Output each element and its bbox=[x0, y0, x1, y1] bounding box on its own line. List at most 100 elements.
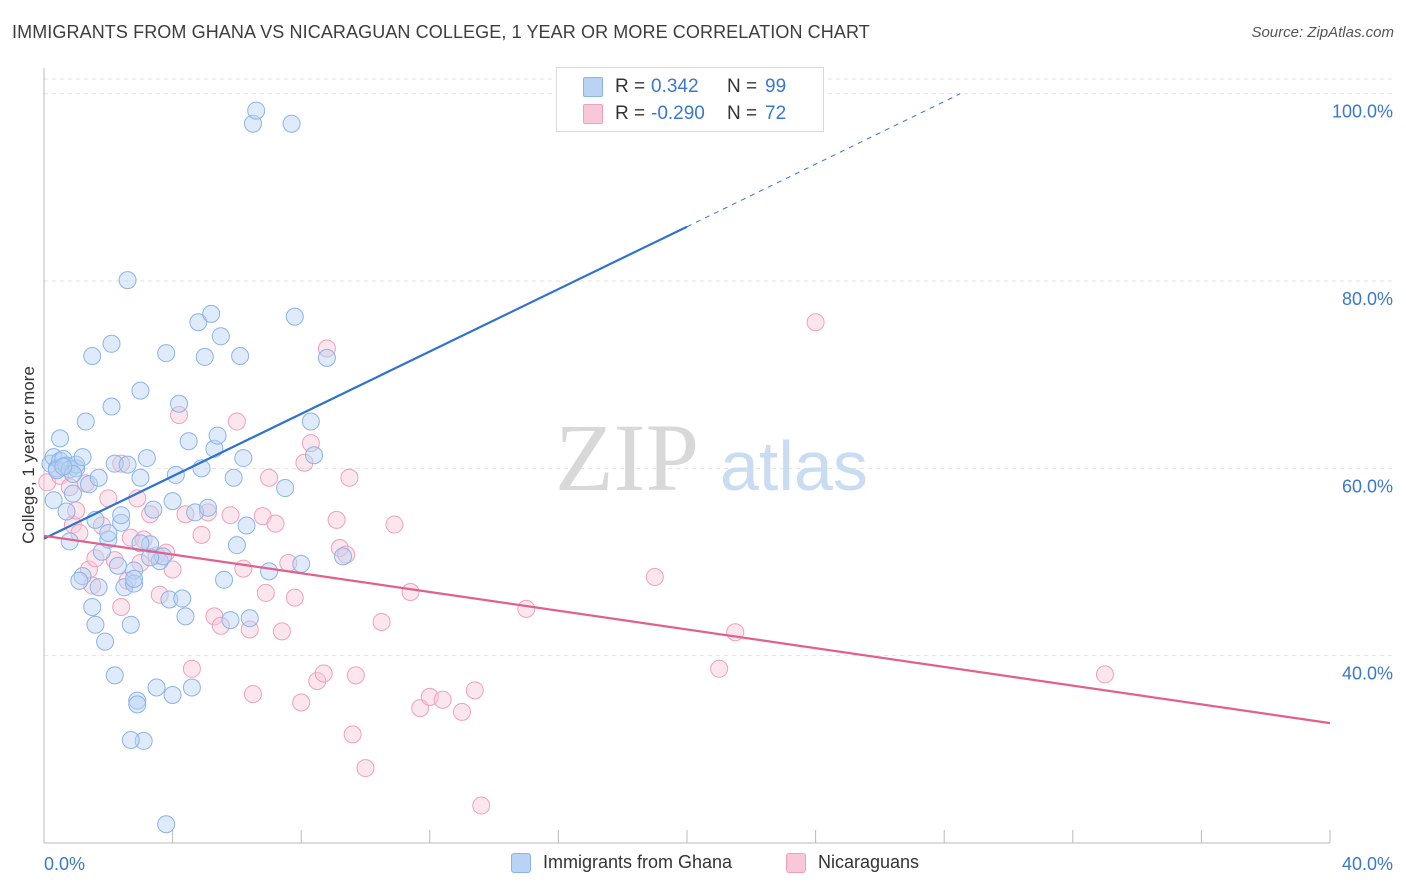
data-point-ghana bbox=[121, 730, 140, 749]
legend-row-nicaraguans: R = -0.290 N = 72 bbox=[557, 101, 786, 127]
data-point-nicaraguans bbox=[301, 434, 320, 453]
series-nicaraguans-points bbox=[38, 313, 1114, 815]
data-point-nicaraguans bbox=[1095, 665, 1114, 684]
tick-labels: 40.0% 60.0% 80.0% 100.0% 0.0% 40.0% bbox=[44, 102, 1393, 874]
data-point-nicaraguans bbox=[266, 514, 285, 533]
data-point-nicaraguans bbox=[327, 510, 346, 529]
data-point-nicaraguans bbox=[192, 525, 211, 544]
data-point-nicaraguans bbox=[645, 568, 664, 587]
bottom-legend-label: Nicaraguans bbox=[818, 852, 920, 872]
data-point-ghana bbox=[76, 412, 95, 431]
data-point-ghana bbox=[118, 271, 137, 290]
data-point-ghana bbox=[227, 536, 246, 555]
data-point-nicaraguans bbox=[340, 468, 359, 487]
data-point-ghana bbox=[89, 468, 108, 487]
legend-swatch-blue bbox=[583, 77, 603, 97]
data-point-ghana bbox=[51, 429, 70, 448]
bottom-legend-label: Immigrants from Ghana bbox=[543, 852, 733, 872]
data-point-nicaraguans bbox=[806, 313, 825, 332]
data-point-ghana bbox=[237, 516, 256, 535]
data-point-ghana bbox=[179, 432, 198, 451]
data-point-ghana bbox=[83, 346, 102, 365]
data-point-nicaraguans bbox=[337, 545, 356, 564]
data-point-nicaraguans bbox=[105, 551, 124, 570]
data-point-nicaraguans bbox=[317, 339, 336, 358]
data-point-ghana bbox=[134, 731, 153, 750]
series-ghana-points bbox=[41, 101, 352, 834]
data-point-ghana bbox=[198, 498, 217, 517]
y-axis-label: College, 1 year or more bbox=[19, 366, 38, 544]
data-point-ghana bbox=[128, 691, 147, 710]
data-point-ghana bbox=[147, 678, 166, 697]
data-point-ghana bbox=[215, 570, 234, 589]
watermark-atlas: atlas bbox=[720, 427, 868, 505]
data-point-ghana bbox=[108, 556, 127, 575]
data-point-nicaraguans bbox=[314, 664, 333, 683]
data-point-ghana bbox=[292, 554, 311, 573]
data-point-ghana bbox=[105, 454, 124, 473]
data-point-ghana bbox=[157, 344, 176, 363]
data-point-ghana bbox=[121, 615, 140, 634]
data-point-nicaraguans bbox=[198, 503, 217, 522]
data-point-ghana bbox=[163, 492, 182, 511]
data-point-ghana bbox=[176, 607, 195, 626]
data-point-ghana bbox=[89, 578, 108, 597]
data-point-nicaraguans bbox=[452, 702, 471, 721]
data-point-nicaraguans bbox=[272, 622, 291, 641]
y-tick-label: 40.0% bbox=[1342, 664, 1393, 684]
legend-r-value: -0.290 bbox=[651, 103, 705, 124]
data-point-nicaraguans bbox=[292, 693, 311, 712]
y-tick-label: 100.0% bbox=[1332, 102, 1393, 122]
data-point-ghana bbox=[211, 327, 230, 346]
legend-n-value: 72 bbox=[765, 103, 787, 124]
legend-row-ghana: R = 0.342 N = 99 bbox=[557, 74, 786, 100]
data-point-nicaraguans bbox=[243, 685, 262, 704]
data-point-ghana bbox=[80, 475, 99, 494]
y-tick-label: 60.0% bbox=[1342, 476, 1393, 496]
data-point-ghana bbox=[125, 569, 144, 588]
data-point-ghana bbox=[105, 666, 124, 685]
data-point-ghana bbox=[305, 446, 324, 465]
data-point-ghana bbox=[208, 426, 227, 445]
data-point-ghana bbox=[86, 615, 105, 634]
data-point-nicaraguans bbox=[472, 796, 491, 815]
axes bbox=[43, 68, 1331, 844]
data-point-ghana bbox=[224, 468, 243, 487]
data-point-nicaraguans bbox=[221, 506, 240, 525]
legend-swatch-pink bbox=[583, 104, 603, 124]
data-point-ghana bbox=[63, 484, 82, 503]
data-point-nicaraguans bbox=[86, 549, 105, 568]
data-point-ghana bbox=[99, 523, 118, 542]
data-point-nicaraguans bbox=[227, 412, 246, 431]
data-point-nicaraguans bbox=[131, 553, 150, 572]
data-point-ghana bbox=[131, 534, 150, 553]
data-point-ghana bbox=[128, 695, 147, 714]
data-point-nicaraguans bbox=[308, 671, 327, 690]
data-point-nicaraguans bbox=[234, 559, 253, 578]
data-point-ghana bbox=[44, 491, 63, 510]
data-point-nicaraguans bbox=[401, 582, 420, 601]
data-point-ghana bbox=[195, 347, 214, 366]
data-point-ghana bbox=[137, 449, 156, 468]
watermark: ZIP atlas bbox=[555, 404, 868, 511]
data-point-nicaraguans bbox=[256, 583, 275, 602]
data-point-ghana bbox=[131, 381, 150, 400]
data-point-nicaraguans bbox=[260, 468, 279, 487]
x-tick-label: 40.0% bbox=[1342, 854, 1393, 874]
legend-r-label: R = bbox=[615, 76, 646, 97]
data-point-nicaraguans bbox=[710, 659, 729, 678]
data-point-ghana bbox=[118, 455, 137, 474]
data-point-nicaraguans bbox=[356, 759, 375, 778]
data-point-nicaraguans bbox=[343, 725, 362, 744]
data-point-ghana bbox=[157, 815, 176, 834]
data-point-nicaraguans bbox=[211, 616, 230, 635]
data-point-ghana bbox=[131, 468, 150, 487]
data-point-ghana bbox=[333, 547, 352, 566]
source-label: Source: ZipAtlas.com bbox=[1251, 24, 1394, 41]
data-point-ghana bbox=[163, 686, 182, 705]
legend-n-value: 99 bbox=[765, 76, 787, 97]
data-point-nicaraguans bbox=[385, 515, 404, 534]
data-point-ghana bbox=[202, 304, 221, 323]
data-point-ghana bbox=[102, 334, 121, 353]
data-point-ghana bbox=[240, 609, 259, 628]
